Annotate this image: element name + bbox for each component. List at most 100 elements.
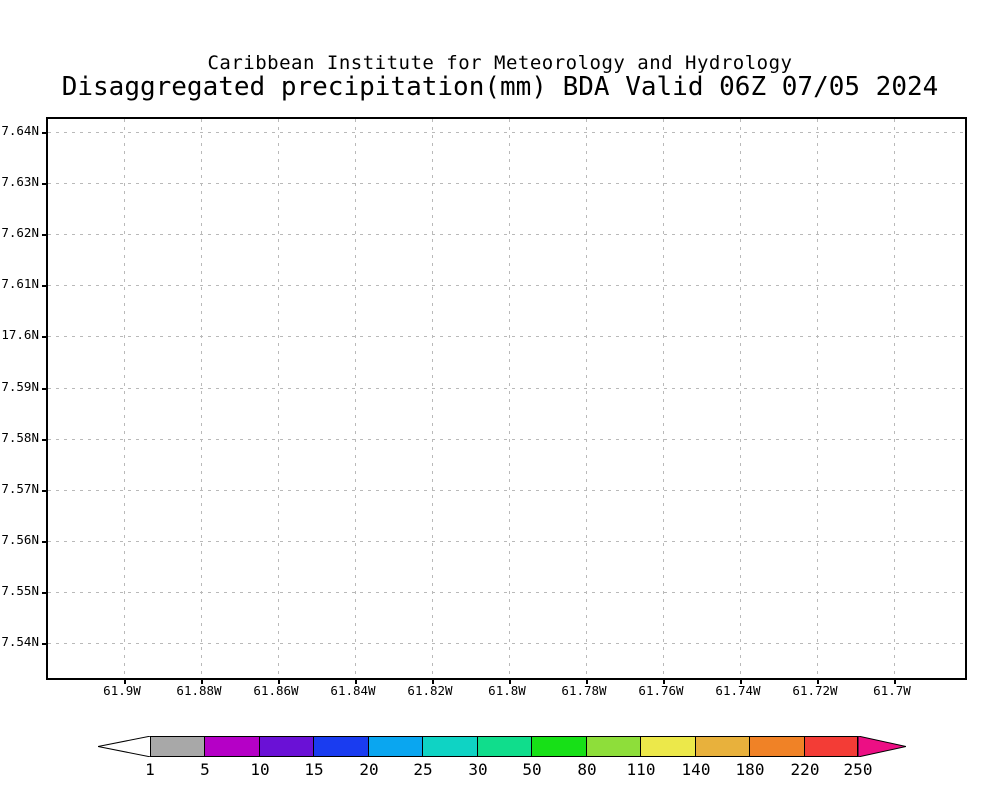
gridline-horizontal	[48, 490, 965, 491]
x-axis-tick-label: 61.76W	[638, 683, 684, 698]
y-axis-tick-label: 7.63N	[1, 174, 39, 189]
colorbar-tick-label: 15	[304, 760, 324, 779]
colorbar-segment	[369, 736, 423, 757]
gridline-horizontal	[48, 541, 965, 542]
y-axis-tick-label: 7.62N	[1, 225, 39, 240]
y-axis-tick	[42, 490, 48, 492]
x-axis-tick	[355, 678, 357, 684]
gridline-vertical	[817, 119, 818, 678]
x-axis-tick	[124, 678, 126, 684]
colorbar-segment	[478, 736, 532, 757]
y-axis-tick-label: 7.59N	[1, 379, 39, 394]
colorbar-tick-label: 10	[250, 760, 270, 779]
gridline-vertical	[663, 119, 664, 678]
gridline-horizontal	[48, 132, 965, 133]
gridline-vertical	[432, 119, 433, 678]
colorbar-tick-label: 20	[359, 760, 379, 779]
gridline-vertical	[894, 119, 895, 678]
page-title: Disaggregated precipitation(mm) BDA Vali…	[61, 72, 939, 102]
chart-header: Caribbean Institute for Meteorology and …	[0, 52, 1000, 102]
x-axis-tick-label: 61.78W	[561, 683, 607, 698]
colorbar-segment	[150, 736, 205, 757]
gridline-horizontal	[48, 234, 965, 235]
y-axis-tick	[42, 285, 48, 287]
y-axis-tick	[42, 388, 48, 390]
x-axis-tick	[201, 678, 203, 684]
gridline-vertical	[586, 119, 587, 678]
y-axis-tick	[42, 439, 48, 441]
map-plot-area	[42, 117, 967, 684]
x-axis-tick	[278, 678, 280, 684]
y-axis-tick-label: 7.64N	[1, 123, 39, 138]
colorbar-tick-label: 25	[413, 760, 433, 779]
colorbar-tick-label: 80	[577, 760, 597, 779]
x-axis-tick-label: 61.88W	[176, 683, 222, 698]
y-axis-tick	[42, 336, 48, 338]
gridline-horizontal	[48, 643, 965, 644]
colorbar-segment	[532, 736, 587, 757]
gridline-vertical	[509, 119, 510, 678]
y-axis-tick-label: 7.56N	[1, 532, 39, 547]
y-axis-tick	[42, 234, 48, 236]
x-axis-tick-label: 61.72W	[792, 683, 838, 698]
gridline-vertical	[124, 119, 125, 678]
x-axis-labels: 61.9W 61.88W 61.86W 61.84W 61.82W 61.8W 61.78W…	[0, 683, 1000, 703]
x-axis-tick-label: 61.7W	[873, 683, 911, 698]
y-axis-tick-label: 7.54N	[1, 634, 39, 649]
colorbar-tick-labels: 1 5 10 15 20 25 30 50 80 110 140 180 220 250	[0, 760, 1000, 784]
y-axis-tick	[42, 541, 48, 543]
map-canvas	[48, 119, 965, 678]
x-axis-tick-label: 61.9W	[103, 683, 141, 698]
colorbar-segment	[260, 736, 314, 757]
colorbar-segment	[805, 736, 858, 757]
y-axis-tick-label: 17.6N	[1, 327, 39, 342]
colorbar-segment	[423, 736, 478, 757]
y-axis-tick-label: 7.55N	[1, 583, 39, 598]
colorbar-legend: 1 5 10 15 20 25 30 50 80 110 140 180 220 250	[0, 730, 1000, 790]
colorbar-tick-label: 180	[735, 760, 765, 779]
y-axis-tick	[42, 132, 48, 134]
y-axis-tick-label: 7.57N	[1, 481, 39, 496]
x-axis-tick	[894, 678, 896, 684]
gridline-horizontal	[48, 592, 965, 593]
gridline-vertical	[355, 119, 356, 678]
colorbar-tick-label: 30	[468, 760, 488, 779]
gridline-horizontal	[48, 336, 965, 337]
colorbar-segment	[696, 736, 750, 757]
x-axis-tick-label: 61.74W	[715, 683, 761, 698]
y-axis-tick-label: 7.61N	[1, 276, 39, 291]
colorbar-segment	[641, 736, 696, 757]
colorbar-tick-label: 250	[843, 760, 873, 779]
colorbar-underflow-arrow-icon	[98, 736, 151, 757]
gridline-vertical	[278, 119, 279, 678]
colorbar-overflow-arrow-icon	[858, 736, 906, 757]
x-axis-tick-label: 61.82W	[407, 683, 453, 698]
colorbar-tick-label: 140	[681, 760, 711, 779]
colorbar-segment	[750, 736, 805, 757]
x-axis-tick-label: 61.86W	[253, 683, 299, 698]
gridline-horizontal	[48, 183, 965, 184]
organization-subtitle: Caribbean Institute for Meteorology and …	[207, 52, 793, 74]
gridline-horizontal	[48, 439, 965, 440]
colorbar-tick-label: 1	[145, 760, 155, 779]
x-axis-tick	[740, 678, 742, 684]
x-axis-tick-label: 61.8W	[488, 683, 526, 698]
x-axis-tick	[663, 678, 665, 684]
x-axis-tick	[509, 678, 511, 684]
colorbar-tick-label: 110	[626, 760, 656, 779]
y-axis-tick	[42, 643, 48, 645]
gridline-vertical	[740, 119, 741, 678]
y-axis-tick-label: 7.58N	[1, 430, 39, 445]
gridline-horizontal	[48, 285, 965, 286]
y-axis-tick	[42, 592, 48, 594]
colorbar-segment	[205, 736, 260, 757]
gridline-vertical	[201, 119, 202, 678]
colorbar-segment	[314, 736, 369, 757]
colorbar-tick-label: 220	[790, 760, 820, 779]
colorbar-segment	[587, 736, 641, 757]
y-axis-tick	[42, 183, 48, 185]
x-axis-tick	[586, 678, 588, 684]
x-axis-tick	[817, 678, 819, 684]
colorbar-swatches	[150, 736, 858, 757]
